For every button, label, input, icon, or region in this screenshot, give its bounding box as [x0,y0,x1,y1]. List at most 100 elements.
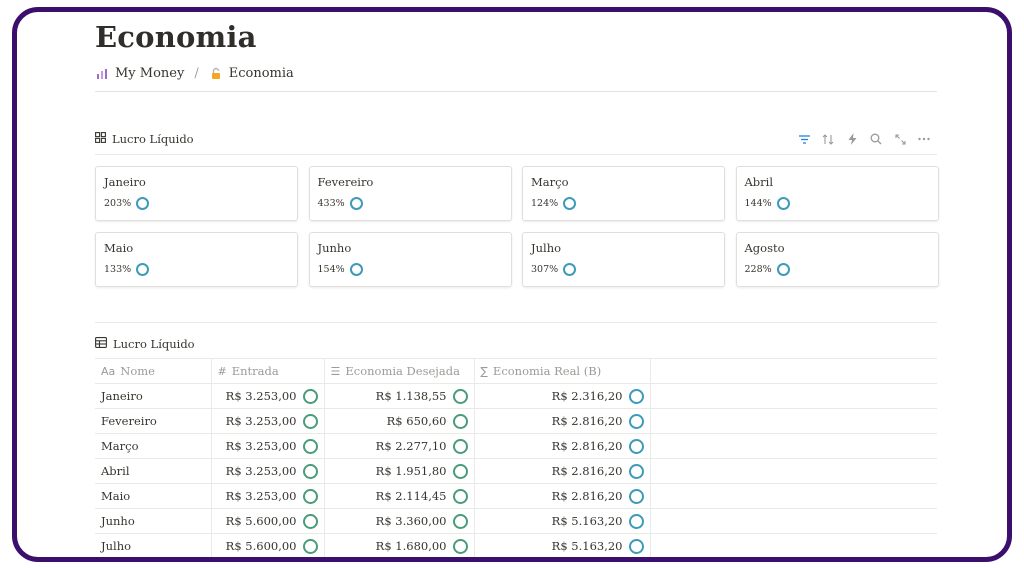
column-header-economia-real[interactable]: ∑ Economia Real (B) [473,358,650,384]
cell-value: R$ 3.253,00 [225,389,297,403]
progress-ring-icon [628,488,644,504]
table-icon [95,337,107,351]
cell-entrada[interactable]: R$ 3.253,00 [210,483,324,509]
cell-entrada[interactable] [211,559,324,563]
data-table: Aa Nome # Entrada ☰ Economia Desejada ∑ Econ… [95,358,937,563]
search-icon[interactable] [869,132,883,146]
progress-ring-icon [452,438,468,454]
cell-value: R$ 5.600,00 [225,514,297,528]
cell-economia-real[interactable]: R$ 5.163,20 [473,533,650,557]
filter-icon[interactable] [797,132,811,146]
column-header-nome[interactable]: Aa Nome [95,358,211,384]
gallery-header: Lucro Líquido [95,130,937,148]
cell-economia-desejada[interactable]: R$ 2.114,45 [323,483,474,509]
cell-value: R$ 5.163,20 [551,539,623,553]
cell-value: R$ 3.253,00 [225,464,297,478]
cell-economia-desejada[interactable]: R$ 3.360,00 [323,508,474,534]
cell-economia-real[interactable]: R$ 5.163,20 [473,508,650,534]
cell-nome[interactable]: Janeiro [95,383,211,409]
column-header-economia-desejada[interactable]: ☰ Economia Desejada [323,358,474,384]
gallery-card[interactable]: Agosto 228% [735,232,939,287]
gallery-card[interactable]: Julho 307% [522,232,725,287]
cell-economia-real[interactable]: R$ 2.816,20 [473,483,650,509]
column-label: Economia Real (B) [492,364,602,378]
table-row[interactable]: Maio R$ 3.253,00 R$ 2.114,45 R$ 2.816,20 [95,483,937,509]
column-label: Economia Desejada [345,364,460,378]
table-row[interactable]: Fevereiro R$ 3.253,00 R$ 650,60 R$ 2.816… [95,408,937,434]
gallery-card[interactable]: Junho 154% [308,232,512,287]
progress-ring-icon [302,513,318,529]
cell-economia-desejada[interactable]: R$ 1.951,80 [323,458,474,484]
cell-economia-desejada[interactable]: R$ 650,60 [323,408,474,434]
cell-empty [649,408,937,434]
cell-economia-real[interactable] [474,559,650,563]
column-label: Nome [120,364,155,378]
number-property-icon: # [217,364,227,378]
cell-economia-real[interactable]: R$ 2.816,20 [473,458,650,484]
cell-nome[interactable]: Fevereiro [95,408,211,434]
cell-economia-real[interactable]: R$ 2.816,20 [473,408,650,434]
cell-economia-desejada[interactable]: R$ 2.277,10 [323,433,474,459]
gallery-card[interactable]: Março 124% [522,166,725,221]
cell-entrada[interactable]: R$ 5.600,00 [210,533,324,557]
cell-value: R$ 3.253,00 [225,489,297,503]
cell-economia-desejada[interactable] [324,559,474,563]
table-row[interactable]: Junho R$ 5.600,00 R$ 3.360,00 R$ 5.163,2… [95,508,937,534]
progress-ring-icon [302,488,318,504]
cell-nome[interactable]: Março [95,433,211,459]
cell-entrada[interactable]: R$ 3.253,00 [210,408,324,434]
cell-economia-real[interactable]: R$ 2.316,20 [473,383,650,409]
progress-ring-icon [776,197,790,210]
cell-entrada[interactable]: R$ 3.253,00 [210,458,324,484]
card-title: Março [531,175,569,189]
cell-empty [649,533,937,557]
breadcrumb-item-my-money[interactable]: My Money [115,66,185,81]
cell-value: R$ 5.163,20 [551,514,623,528]
cell-nome[interactable]: Julho [95,533,211,557]
table-row[interactable]: Julho R$ 5.600,00 R$ 1.680,00 R$ 5.163,2… [95,533,937,557]
cell-entrada[interactable]: R$ 3.253,00 [210,383,324,409]
cell-economia-desejada[interactable]: R$ 1.680,00 [323,533,474,557]
more-icon[interactable] [917,132,931,146]
gallery-cards: Janeiro 203% Fevereiro 433% Março 124% Abri… [95,166,939,287]
cell-economia-desejada[interactable]: R$ 1.138,55 [323,383,474,409]
cell-nome[interactable]: Junho [95,508,211,534]
cell-value: R$ 2.816,20 [551,439,623,453]
progress-ring-icon [628,513,644,529]
progress-ring-icon [136,263,150,276]
gallery-card[interactable]: Fevereiro 433% [308,166,512,221]
cell-value: R$ 2.816,20 [551,414,623,428]
table-view-label: Lucro Líquido [113,337,195,351]
cell-nome[interactable]: Abril [95,458,211,484]
gallery-card[interactable]: Abril 144% [735,166,939,221]
progress-ring-icon [563,263,577,276]
card-percentage: 228% [744,264,772,275]
table-view-tab[interactable]: Lucro Líquido [95,337,937,351]
breadcrumb-item-economia[interactable]: Economia [228,66,294,81]
column-header-entrada[interactable]: # Entrada [210,358,324,384]
progress-ring-icon [628,413,644,429]
cell-entrada[interactable]: R$ 3.253,00 [210,433,324,459]
progress-ring-icon [302,388,318,404]
sort-icon[interactable] [821,132,835,146]
progress-ring-icon [136,197,150,210]
table-row-partial[interactable] [95,559,937,563]
gallery-card[interactable]: Maio 133% [95,232,298,287]
card-percentage: 203% [104,198,132,209]
progress-ring-icon [302,538,318,554]
progress-ring-icon [628,388,644,404]
table-row[interactable]: Março R$ 3.253,00 R$ 2.277,10 R$ 2.816,2… [95,433,937,459]
table-row[interactable]: Janeiro R$ 3.253,00 R$ 1.138,55 R$ 2.316… [95,383,937,409]
cell-nome[interactable] [95,559,211,563]
gallery-view-tab[interactable]: Lucro Líquido [95,132,194,146]
gallery-card[interactable]: Janeiro 203% [95,166,298,221]
table-row[interactable]: Abril R$ 3.253,00 R$ 1.951,80 R$ 2.816,2… [95,458,937,484]
cell-economia-real[interactable]: R$ 2.816,20 [473,433,650,459]
cell-value: R$ 2.316,20 [551,389,623,403]
automation-icon[interactable] [845,132,859,146]
card-title: Fevereiro [317,175,374,189]
cell-nome[interactable]: Maio [95,483,211,509]
cell-entrada[interactable]: R$ 5.600,00 [210,508,324,534]
cell-value: R$ 2.816,20 [551,489,623,503]
expand-icon[interactable] [893,132,907,146]
